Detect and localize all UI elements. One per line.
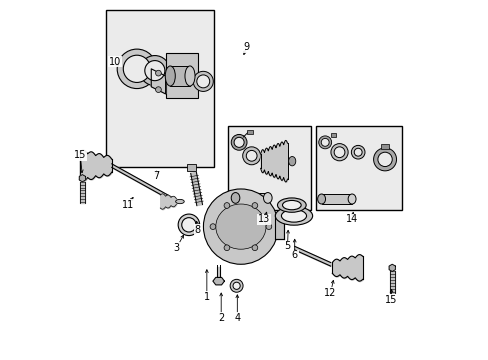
Polygon shape: [218, 281, 224, 285]
Ellipse shape: [117, 49, 156, 89]
Ellipse shape: [178, 214, 199, 235]
Ellipse shape: [193, 71, 213, 91]
Bar: [330, 134, 335, 137]
Bar: [321, 194, 351, 204]
Polygon shape: [212, 278, 218, 281]
Ellipse shape: [321, 138, 328, 146]
Ellipse shape: [377, 152, 391, 167]
Polygon shape: [212, 281, 218, 285]
Bar: [106, 10, 214, 167]
Circle shape: [210, 224, 215, 229]
Ellipse shape: [246, 150, 257, 161]
Polygon shape: [391, 268, 394, 271]
Text: 15: 15: [385, 295, 397, 305]
Polygon shape: [79, 176, 82, 180]
Text: 10: 10: [108, 57, 121, 67]
Ellipse shape: [175, 199, 184, 204]
Circle shape: [251, 245, 257, 251]
Ellipse shape: [123, 55, 150, 82]
Polygon shape: [218, 278, 224, 281]
Bar: [246, 130, 253, 134]
Ellipse shape: [144, 60, 164, 81]
Ellipse shape: [235, 222, 246, 231]
Polygon shape: [215, 278, 221, 281]
Ellipse shape: [333, 147, 344, 158]
Ellipse shape: [165, 66, 175, 86]
Circle shape: [224, 203, 229, 208]
Circle shape: [155, 87, 161, 93]
Ellipse shape: [182, 218, 196, 232]
Bar: [381, 144, 388, 149]
Ellipse shape: [234, 137, 244, 147]
Polygon shape: [388, 264, 391, 268]
Ellipse shape: [275, 207, 312, 225]
Ellipse shape: [196, 75, 209, 88]
Ellipse shape: [281, 210, 306, 222]
Circle shape: [251, 203, 257, 208]
Text: 7: 7: [153, 171, 160, 181]
Ellipse shape: [203, 189, 278, 264]
Bar: [235, 193, 267, 203]
Polygon shape: [82, 175, 85, 178]
Polygon shape: [391, 266, 394, 270]
Text: 14: 14: [345, 215, 358, 224]
Ellipse shape: [229, 216, 252, 237]
Text: 13: 13: [258, 215, 270, 224]
Text: 8: 8: [194, 225, 201, 235]
Polygon shape: [79, 178, 82, 182]
Ellipse shape: [231, 193, 239, 203]
Ellipse shape: [215, 204, 265, 249]
Polygon shape: [215, 281, 221, 285]
Polygon shape: [388, 266, 391, 270]
Bar: [316, 126, 402, 211]
Text: 9: 9: [243, 42, 249, 52]
Polygon shape: [391, 264, 394, 268]
Text: 11: 11: [122, 200, 134, 210]
Ellipse shape: [263, 193, 271, 203]
Polygon shape: [151, 69, 165, 94]
Text: 4: 4: [234, 313, 240, 323]
Bar: [187, 164, 196, 171]
Bar: [274, 214, 284, 239]
Text: 5: 5: [284, 241, 290, 251]
Ellipse shape: [330, 144, 347, 161]
Text: 6: 6: [291, 250, 297, 260]
Ellipse shape: [288, 157, 295, 166]
Polygon shape: [82, 176, 85, 180]
Ellipse shape: [347, 194, 355, 204]
Ellipse shape: [277, 198, 305, 212]
Ellipse shape: [373, 148, 396, 171]
Ellipse shape: [351, 145, 364, 159]
Ellipse shape: [223, 211, 258, 243]
Polygon shape: [388, 268, 391, 271]
Ellipse shape: [242, 147, 260, 165]
Ellipse shape: [140, 55, 169, 86]
Circle shape: [155, 70, 161, 76]
Polygon shape: [79, 175, 82, 178]
Ellipse shape: [282, 201, 301, 210]
Ellipse shape: [317, 194, 325, 204]
Text: 2: 2: [218, 313, 224, 323]
Ellipse shape: [318, 136, 331, 149]
Text: 12: 12: [324, 288, 336, 298]
Bar: [228, 126, 310, 211]
Bar: [165, 53, 198, 98]
Ellipse shape: [231, 134, 246, 150]
Bar: [170, 66, 190, 86]
Ellipse shape: [233, 282, 240, 289]
Polygon shape: [82, 178, 85, 182]
Text: 15: 15: [74, 150, 86, 160]
Ellipse shape: [230, 279, 243, 292]
Text: 1: 1: [203, 292, 209, 302]
Circle shape: [265, 224, 271, 229]
Polygon shape: [190, 172, 202, 206]
Ellipse shape: [184, 66, 195, 86]
Circle shape: [224, 245, 229, 251]
Text: 3: 3: [173, 243, 179, 253]
Ellipse shape: [353, 148, 362, 156]
